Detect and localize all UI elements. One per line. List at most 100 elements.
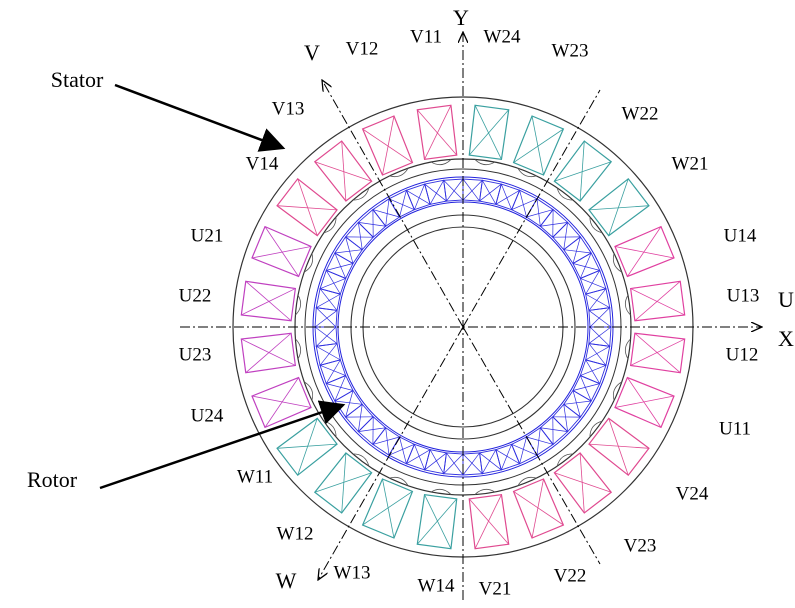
slot-label: U11 bbox=[719, 418, 751, 439]
rotor-cell bbox=[553, 404, 581, 431]
rotor-hatch bbox=[386, 428, 389, 455]
slot-hatch bbox=[475, 495, 501, 549]
rotor-cell bbox=[320, 360, 346, 384]
slot-hatch bbox=[241, 289, 295, 315]
rotor-hatch bbox=[320, 344, 337, 366]
rotor-hatch bbox=[414, 184, 424, 210]
slot-label: V14 bbox=[246, 153, 279, 174]
rotor-hatch bbox=[501, 184, 511, 210]
rotor-hatch bbox=[480, 453, 502, 470]
rotor-hatch bbox=[589, 344, 606, 366]
rotor-hatch bbox=[482, 450, 496, 474]
rotor-hatch bbox=[580, 278, 606, 288]
rotor-cell bbox=[496, 444, 520, 470]
slot-label: U21 bbox=[191, 225, 224, 246]
rotor-cell bbox=[358, 417, 385, 445]
rotor-hatch bbox=[335, 250, 362, 253]
rotor-hatch bbox=[425, 184, 447, 201]
slot-hatch bbox=[615, 246, 674, 257]
rotor-hatch bbox=[358, 222, 385, 226]
axes bbox=[100, 32, 762, 600]
slot-label: U14 bbox=[724, 225, 757, 246]
rotor-hatch bbox=[335, 401, 362, 404]
rotor-cell bbox=[320, 270, 346, 294]
axis-label: W bbox=[276, 568, 297, 593]
slot-hatch bbox=[532, 479, 543, 538]
slot-label: V21 bbox=[479, 578, 512, 599]
rotor-hatch bbox=[564, 401, 591, 404]
rotor-cell bbox=[496, 184, 520, 210]
slot-hatch bbox=[631, 289, 685, 315]
rotor-cell bbox=[540, 210, 567, 238]
slot-hatch bbox=[241, 339, 295, 365]
slot-hatch bbox=[382, 116, 393, 175]
slot-label: W12 bbox=[277, 523, 314, 544]
rotor-hatch bbox=[580, 365, 606, 375]
rotor-hatch bbox=[482, 180, 496, 204]
axis-label: V bbox=[304, 40, 320, 65]
rotor-cell bbox=[406, 184, 430, 210]
rotor-hatch bbox=[316, 294, 340, 308]
slot-hatch bbox=[425, 495, 451, 549]
slot-label: V12 bbox=[346, 38, 379, 59]
rotor-cell bbox=[580, 270, 606, 294]
rotor-hatch bbox=[320, 365, 346, 375]
rotor-hatch bbox=[430, 450, 444, 474]
axis-label: Y bbox=[453, 5, 469, 30]
rotor-hatch bbox=[537, 428, 540, 455]
slot-hatch bbox=[425, 105, 451, 159]
slot-label: W24 bbox=[484, 26, 521, 47]
slot-label: W22 bbox=[622, 103, 659, 124]
rotor-hatch bbox=[320, 278, 346, 288]
rotor-hatch bbox=[386, 199, 389, 226]
rotor-cell bbox=[346, 222, 374, 249]
rotor-cell bbox=[358, 210, 385, 238]
rotor-hatch bbox=[425, 453, 447, 470]
rotor-cell bbox=[540, 417, 567, 445]
rotor-hatch bbox=[358, 222, 362, 249]
slot-label: U24 bbox=[191, 405, 224, 426]
rotor-label: Rotor bbox=[27, 467, 78, 492]
stator-pointer bbox=[115, 85, 283, 148]
rotor-hatch bbox=[564, 250, 591, 253]
rotor-hatch bbox=[589, 289, 606, 311]
rotor-hatch bbox=[586, 294, 610, 308]
axis-label: U bbox=[778, 287, 794, 312]
rotor-hatch bbox=[414, 444, 424, 470]
slot-label: W13 bbox=[334, 562, 371, 583]
motor-diagram: Stator Rotor Y V U X W V11W24V12W23V13W2… bbox=[0, 0, 795, 608]
slot-label: W11 bbox=[237, 466, 273, 487]
slot-label: U22 bbox=[179, 285, 212, 306]
slot-label: U13 bbox=[727, 285, 760, 306]
stator-label: Stator bbox=[51, 67, 104, 92]
slot-label: W21 bbox=[672, 153, 709, 174]
rotor-cell bbox=[580, 360, 606, 384]
rotor-hatch bbox=[430, 180, 444, 204]
slot-label: V23 bbox=[624, 535, 657, 556]
slot-hatch bbox=[475, 105, 501, 159]
slot-hatch bbox=[252, 396, 311, 407]
slot-label: V11 bbox=[410, 26, 442, 47]
rotor-hatch bbox=[540, 428, 567, 432]
slot-hatch bbox=[615, 396, 674, 407]
axis-label: X bbox=[778, 326, 794, 351]
slot-label: U23 bbox=[179, 344, 212, 365]
rotor-hatch bbox=[540, 222, 567, 226]
rotor-cell bbox=[346, 404, 374, 431]
slot-hatch bbox=[631, 339, 685, 365]
rotor-cell bbox=[406, 444, 430, 470]
rotor-hatch bbox=[537, 199, 540, 226]
rotor-hatch bbox=[480, 184, 502, 201]
slot-label: W23 bbox=[552, 40, 589, 61]
slot-hatch bbox=[382, 479, 393, 538]
rotor-hatch bbox=[358, 404, 362, 431]
rotor-hatch bbox=[564, 222, 568, 249]
rotor-cell bbox=[553, 222, 581, 249]
rotor-hatch bbox=[501, 444, 511, 470]
slot-label: U12 bbox=[726, 344, 759, 365]
slot-label: W14 bbox=[418, 575, 455, 596]
slot-hatch bbox=[252, 246, 311, 257]
slot-label: V24 bbox=[676, 483, 709, 504]
rotor-hatch bbox=[586, 346, 610, 360]
